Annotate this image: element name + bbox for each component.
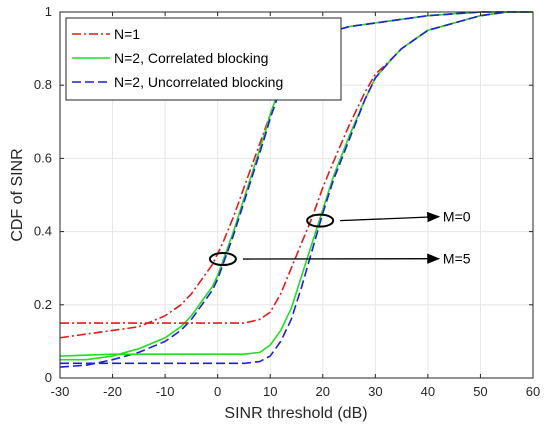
x-tick-label: 0 (214, 384, 221, 399)
x-tick-label: -10 (156, 384, 175, 399)
y-tick-label: 1 (45, 4, 52, 19)
legend-label-0: N=1 (114, 26, 140, 42)
annotation-ellipse-0 (306, 213, 335, 228)
tick-layer: -30 -20 -10 0 10 20 30 40 50 60 0 0.2 0.4 0.6 0.8 1 (34, 4, 540, 399)
annotation-label-1: M=5 (443, 251, 471, 267)
x-tick-label: 10 (263, 384, 277, 399)
series-line-5 (60, 11, 533, 365)
legend-label-2: N=2, Uncorrelated blocking (114, 74, 283, 90)
x-tick-label: -20 (103, 384, 122, 399)
x-tick-label: 60 (526, 384, 540, 399)
x-tick-label: 50 (473, 384, 487, 399)
y-tick-label: 0.4 (34, 224, 52, 239)
x-axis-label: SINR threshold (dB) (224, 405, 367, 422)
legend-label-1: N=2, Correlated blocking (114, 50, 268, 66)
series-layer (59, 11, 533, 368)
x-tick-label: 20 (316, 384, 330, 399)
x-tick-label: 30 (368, 384, 382, 399)
y-tick-label: 0.6 (34, 150, 52, 165)
annotation-arrow-0 (340, 211, 441, 223)
annotation-layer: M=0 M=5 (208, 209, 471, 267)
y-tick-label: 0.8 (34, 77, 52, 92)
legend: N=1 N=2, Correlated blocking N=2, Uncorrel… (65, 17, 342, 101)
x-tick-label: -30 (51, 384, 70, 399)
plot-frame (59, 11, 534, 379)
legend-box (65, 17, 342, 101)
y-tick-label: 0 (45, 370, 52, 385)
y-axis-label: CDF of SINR (9, 148, 26, 241)
annotation-ellipse-1 (208, 252, 237, 267)
series-line-2 (59, 11, 533, 368)
annotation-label-0: M=0 (443, 209, 471, 225)
x-tick-label: 40 (421, 384, 435, 399)
y-tick-label: 0.2 (34, 297, 52, 312)
